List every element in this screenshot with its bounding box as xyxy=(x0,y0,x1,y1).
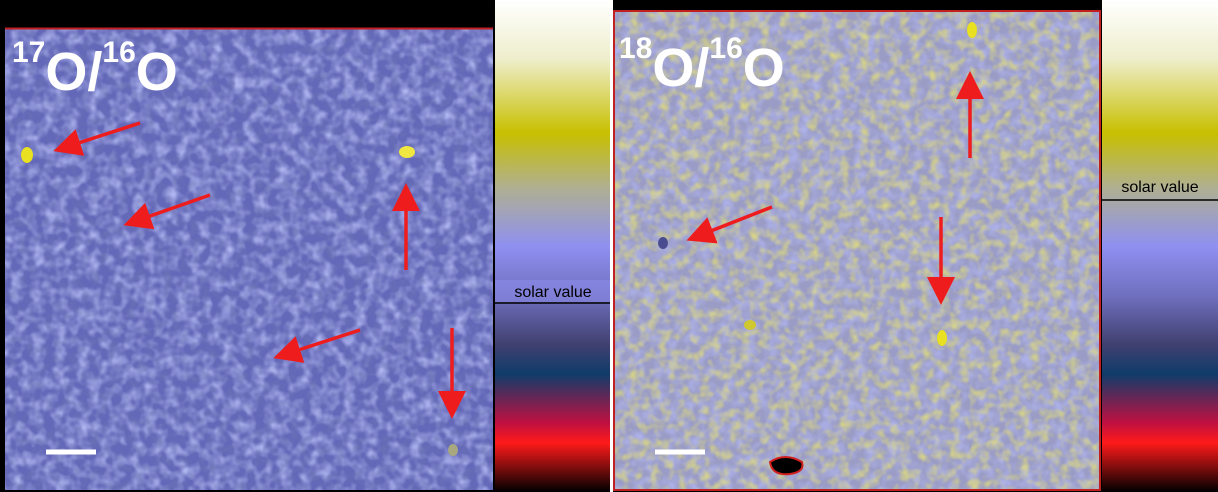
colorbar-label: solar value xyxy=(1121,179,1198,196)
hotspot xyxy=(967,22,977,38)
colorbar xyxy=(1102,0,1218,492)
colorbar xyxy=(495,0,611,492)
colorbar-label: solar value xyxy=(514,284,591,301)
hotspot xyxy=(399,146,415,158)
hotspot xyxy=(21,147,33,163)
dark-feature xyxy=(770,457,803,474)
hotspot xyxy=(448,444,458,456)
figure: 17O/16O solar value 18O/16O solar value xyxy=(0,0,1218,492)
hotspot xyxy=(937,330,947,346)
hotspot xyxy=(658,237,668,249)
hotspot xyxy=(744,320,756,330)
divider xyxy=(610,0,613,492)
